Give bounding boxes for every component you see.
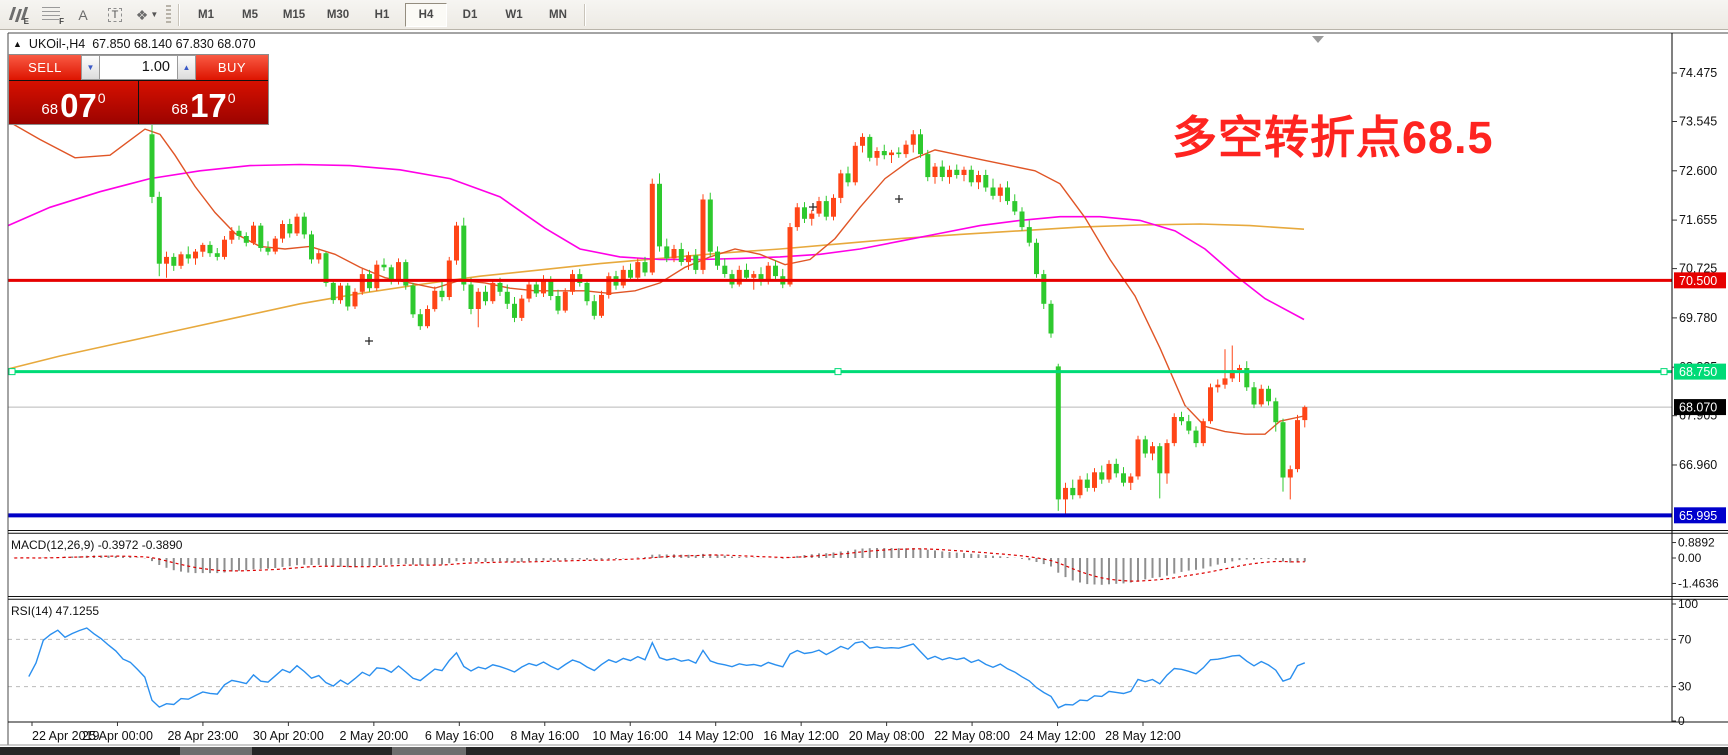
svg-text:22 May 08:00: 22 May 08:00 <box>934 729 1010 743</box>
svg-text:68.750: 68.750 <box>1679 365 1717 379</box>
tab-timeframe-M15[interactable]: M15 <box>282 8 306 21</box>
svg-text:71.655: 71.655 <box>1679 213 1717 227</box>
svg-text:0: 0 <box>1678 714 1685 728</box>
svg-text:16 May 12:00: 16 May 12:00 <box>763 729 839 743</box>
toolbar-separator <box>584 3 586 26</box>
svg-text:14 May 12:00: 14 May 12:00 <box>678 729 754 743</box>
svg-text:30 Apr 20:00: 30 Apr 20:00 <box>253 729 324 743</box>
rsi-axis: 100 70 30 0 <box>1672 597 1698 728</box>
taskbar-segment <box>180 747 252 755</box>
svg-text:20 May 08:00: 20 May 08:00 <box>849 729 925 743</box>
line-handle[interactable] <box>8 368 16 376</box>
sell-price-main: 07 <box>60 86 97 124</box>
price-axis: 74.47573.54572.60071.65570.72569.78068.8… <box>1672 66 1717 472</box>
symbol-ohlc: 67.850 68.140 67.830 68.070 <box>92 37 256 51</box>
svg-text:2 May 20:00: 2 May 20:00 <box>339 729 408 743</box>
rsi-indicator-label: RSI(14) 47.1255 <box>11 604 100 618</box>
rsi-line <box>28 627 1306 709</box>
taskbar-edge <box>0 747 1728 755</box>
tab-timeframe-D1[interactable]: D1 <box>462 8 478 21</box>
volume-decrease-button[interactable]: ▼ <box>81 55 100 80</box>
svg-text:100: 100 <box>1678 597 1698 611</box>
toolbar: E F A T ❖ ▼ M1 M5 M15 M30 H1 H4 D1 W1 MN <box>0 0 1728 30</box>
ma-slow-golden <box>7 223 1305 370</box>
buy-price-sup: 0 <box>227 90 236 106</box>
svg-text:73.545: 73.545 <box>1679 115 1717 129</box>
sell-price-prefix: 68 <box>41 101 59 118</box>
svg-text:6 May 16:00: 6 May 16:00 <box>425 729 494 743</box>
sell-price-button[interactable]: 68 07 0 <box>9 81 138 124</box>
buy-price-main: 17 <box>190 86 227 124</box>
svg-text:-1.4636: -1.4636 <box>1678 576 1719 590</box>
cross-marker-icon <box>365 337 373 345</box>
svg-text:25 Apr 00:00: 25 Apr 00:00 <box>82 729 153 743</box>
svg-text:8 May 16:00: 8 May 16:00 <box>510 729 579 743</box>
indicator-grid-icon[interactable]: F <box>36 2 66 28</box>
tab-timeframe-W1[interactable]: W1 <box>505 8 523 21</box>
volume-increase-button[interactable]: ▲ <box>177 55 196 80</box>
svg-text:70: 70 <box>1678 632 1692 646</box>
chart-shift-marker[interactable] <box>1312 36 1324 43</box>
price-tag-68.750: 68.750 <box>1674 363 1726 380</box>
line-handle[interactable] <box>834 368 842 376</box>
svg-text:70.500: 70.500 <box>1679 274 1717 288</box>
svg-text:65.995: 65.995 <box>1679 509 1717 523</box>
tab-timeframe-M30[interactable]: M30 <box>326 8 350 21</box>
one-click-trading-panel: SELL ▼ 1.00 ▲ BUY 68 07 0 68 17 0 <box>8 54 269 125</box>
toolbar-grip[interactable] <box>166 4 171 25</box>
cross-marker-icon <box>809 203 817 211</box>
svg-text:28 May 12:00: 28 May 12:00 <box>1105 729 1181 743</box>
price-tag-68.070: 68.070 <box>1674 399 1726 416</box>
symbol-name: UKOil-,H4 <box>28 37 86 51</box>
sell-button[interactable]: SELL <box>9 55 81 80</box>
svg-text:69.780: 69.780 <box>1679 311 1717 325</box>
svg-text:22 Apr 2019: 22 Apr 2019 <box>32 729 99 743</box>
tab-timeframe-M1[interactable]: M1 <box>198 8 214 21</box>
text-a-icon[interactable]: A <box>78 6 88 23</box>
buy-price-button[interactable]: 68 17 0 <box>139 81 268 124</box>
grid-icon: F <box>42 6 64 26</box>
cursor-mode-icon[interactable]: ❖ ▼ <box>135 6 159 23</box>
macd-signal-line <box>14 548 1305 582</box>
toolbar-separator <box>178 3 180 26</box>
svg-text:72.600: 72.600 <box>1679 164 1717 178</box>
sell-price-sup: 0 <box>97 90 106 106</box>
chart-bars-icon: E <box>8 6 29 26</box>
macd-histogram <box>13 548 1306 585</box>
macd-indicator-label: MACD(12,26,9) -0.3972 -0.3890 <box>11 538 183 552</box>
svg-text:0.00: 0.00 <box>1678 551 1702 565</box>
taskbar-segment <box>392 747 466 755</box>
tab-timeframe-H4[interactable]: H4 <box>405 2 447 27</box>
svg-text:0.8892: 0.8892 <box>1678 536 1715 550</box>
chevron-down-icon: ▼ <box>150 10 159 19</box>
svg-text:10 May 16:00: 10 May 16:00 <box>592 729 668 743</box>
tab-timeframe-H1[interactable]: H1 <box>374 8 390 21</box>
timeframe-group: M1 M5 M15 M30 H1 H4 D1 W1 MN <box>184 2 580 27</box>
svg-text:30: 30 <box>1678 680 1692 694</box>
chart-annotation-text: 多空转折点68.5 <box>1172 112 1494 163</box>
svg-text:74.475: 74.475 <box>1679 66 1717 80</box>
symbol-info: ▲ UKOil-,H4 67.850 68.140 67.830 68.070 <box>13 37 256 51</box>
svg-text:70.725: 70.725 <box>1679 262 1717 276</box>
cross-marker-icon <box>895 195 903 203</box>
price-tag-65.995: 65.995 <box>1674 507 1726 524</box>
tab-timeframe-M5[interactable]: M5 <box>242 8 258 21</box>
svg-text:28 Apr 23:00: 28 Apr 23:00 <box>167 729 238 743</box>
buy-button[interactable]: BUY <box>196 55 268 80</box>
line-handle[interactable] <box>1660 368 1668 376</box>
buy-price-prefix: 68 <box>171 101 189 118</box>
price-tag-70.500: 70.500 <box>1674 272 1726 289</box>
text-label-icon[interactable]: T <box>100 2 130 28</box>
svg-text:66.960: 66.960 <box>1679 458 1717 472</box>
tab-timeframe-MN[interactable]: MN <box>549 8 567 21</box>
chart-window-icon[interactable]: E <box>4 2 34 28</box>
volume-input[interactable]: 1.00 <box>100 55 177 80</box>
svg-text:68.070: 68.070 <box>1679 401 1717 415</box>
svg-text:24 May 12:00: 24 May 12:00 <box>1020 729 1096 743</box>
collapse-triangle-icon[interactable]: ▲ <box>13 39 22 49</box>
